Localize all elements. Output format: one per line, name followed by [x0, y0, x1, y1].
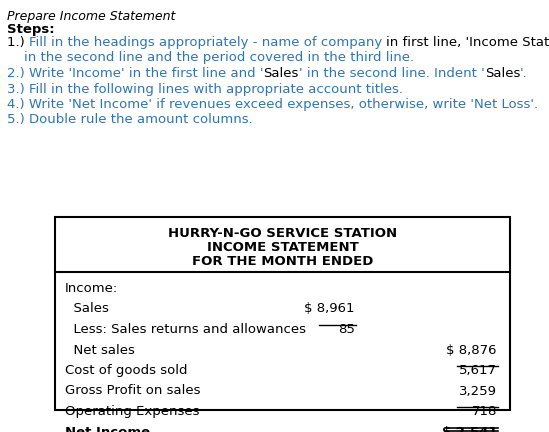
- Text: 85: 85: [338, 323, 355, 336]
- Text: Steps:: Steps:: [7, 23, 54, 36]
- Text: Less: Sales returns and allowances: Less: Sales returns and allowances: [65, 323, 306, 336]
- Text: Prepare Income Statement: Prepare Income Statement: [7, 10, 175, 23]
- Text: Net sales: Net sales: [65, 343, 135, 356]
- Text: 2.) Write 'Income' in the first line and ': 2.) Write 'Income' in the first line and…: [7, 67, 264, 80]
- Text: 3,259: 3,259: [459, 384, 497, 397]
- Bar: [55, 217, 510, 410]
- Text: Gross Profit on sales: Gross Profit on sales: [65, 384, 200, 397]
- Text: $ 8,876: $ 8,876: [446, 343, 497, 356]
- Text: $ 2,541: $ 2,541: [441, 426, 497, 432]
- Text: Net Income: Net Income: [65, 426, 150, 432]
- Text: 1.): 1.): [7, 36, 29, 49]
- Text: in the second line and the period covered in the third line.: in the second line and the period covere…: [7, 51, 414, 64]
- Text: Cost of goods sold: Cost of goods sold: [65, 364, 188, 377]
- Text: ' in the second line. Indent ': ' in the second line. Indent ': [299, 67, 485, 80]
- Text: 5,617: 5,617: [459, 364, 497, 377]
- Text: 718: 718: [472, 405, 497, 418]
- Text: 3.) Fill in the following lines with appropriate account titles.: 3.) Fill in the following lines with app…: [7, 83, 403, 95]
- Text: Sales: Sales: [485, 67, 520, 80]
- Text: $ 8,961: $ 8,961: [305, 302, 355, 315]
- Text: INCOME STATEMENT: INCOME STATEMENT: [206, 241, 358, 254]
- Text: 5.) Double rule the amount columns.: 5.) Double rule the amount columns.: [7, 114, 253, 127]
- Text: HURRY-N-GO SERVICE STATION: HURRY-N-GO SERVICE STATION: [168, 227, 397, 240]
- Text: FOR THE MONTH ENDED: FOR THE MONTH ENDED: [192, 255, 373, 268]
- Text: Sales: Sales: [264, 67, 299, 80]
- Text: in first line, 'Income Statement': in first line, 'Income Statement': [386, 36, 549, 49]
- Text: Income:: Income:: [65, 282, 118, 295]
- Text: Fill in the headings appropriately - name of company: Fill in the headings appropriately - nam…: [29, 36, 386, 49]
- Text: 4.) Write 'Net Income' if revenues exceed expenses, otherwise, write 'Net Loss'.: 4.) Write 'Net Income' if revenues excee…: [7, 98, 538, 111]
- Text: Sales: Sales: [65, 302, 109, 315]
- Text: Operating Expenses: Operating Expenses: [65, 405, 199, 418]
- Text: '.: '.: [520, 67, 528, 80]
